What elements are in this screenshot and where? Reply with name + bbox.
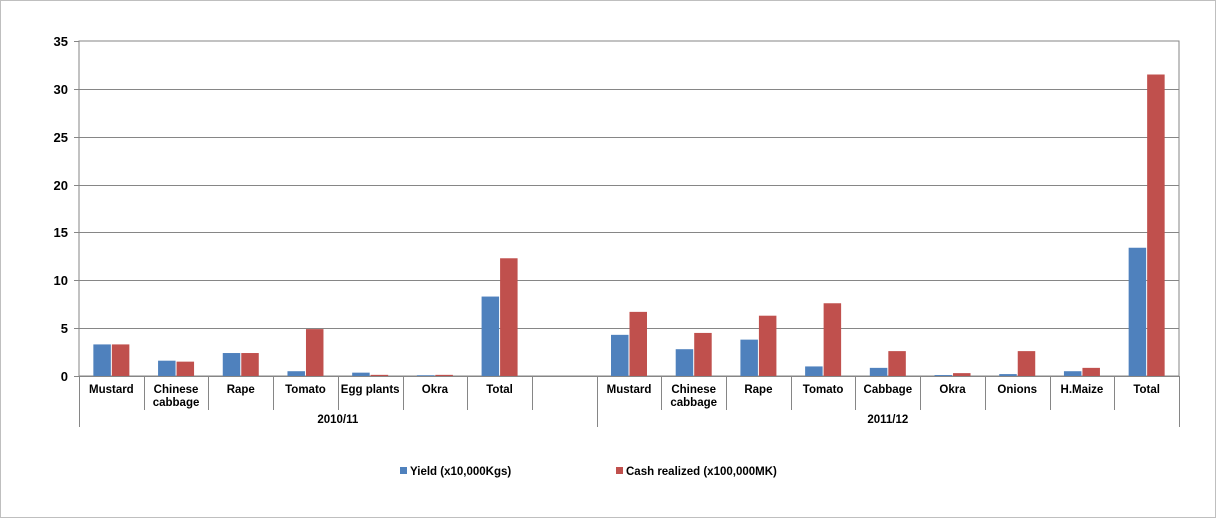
- bar-series-1: [869, 367, 888, 376]
- bar-series-2: [435, 374, 453, 376]
- x-category-label: cabbage: [153, 397, 200, 409]
- x-category-label: Rape: [227, 384, 255, 396]
- bars: [93, 74, 1165, 376]
- y-tick-label: 25: [54, 130, 68, 145]
- legend: Yield (x10,000Kgs) Cash realized (x100,00…: [400, 466, 777, 478]
- x-group-label: 2010/11: [317, 414, 359, 426]
- bar-series-1: [481, 296, 500, 376]
- legend-swatch: [616, 467, 623, 474]
- x-category-label: Tomato: [285, 384, 326, 396]
- y-tick-label: 0: [61, 369, 68, 384]
- x-category-label: cabbage: [670, 397, 717, 409]
- bar-series-1: [805, 366, 823, 376]
- bar-series-1: [740, 339, 758, 376]
- bar-series-1: [1063, 371, 1082, 376]
- x-category-label: Rape: [744, 384, 772, 396]
- bar-series-2: [370, 374, 389, 376]
- x-category-label: Cabbage: [864, 384, 913, 396]
- bar-series-1: [158, 360, 176, 376]
- bar-series-2: [629, 311, 647, 376]
- plot-area: [78, 40, 1180, 377]
- x-group-label: 2011/12: [867, 414, 908, 426]
- y-tick-label: 15: [54, 225, 68, 240]
- y-tick-label: 20: [54, 178, 68, 193]
- bar-series-1: [287, 371, 305, 376]
- bar-series-2: [241, 353, 259, 376]
- x-category-label: Okra: [939, 384, 966, 396]
- bar-series-2: [888, 351, 906, 376]
- y-tick-label: 5: [61, 321, 68, 336]
- bar-series-2: [305, 329, 324, 376]
- bar-series-2: [176, 361, 195, 376]
- bar-series-1: [611, 334, 629, 376]
- bar-series-2: [1147, 74, 1165, 376]
- y-tick-label: 35: [54, 34, 68, 49]
- bar-series-1: [93, 344, 111, 376]
- bar-series-2: [758, 315, 777, 376]
- bar-series-2: [953, 373, 971, 376]
- x-category-label: Total: [1133, 384, 1160, 396]
- bar-series-1: [352, 372, 370, 376]
- bar-series-1: [1128, 247, 1147, 376]
- bar-series-1: [222, 353, 241, 376]
- x-category-label: Mustard: [607, 384, 652, 396]
- bar-series-2: [1017, 351, 1036, 376]
- bar-series-2: [500, 258, 518, 376]
- x-category-label: Tomato: [803, 384, 844, 396]
- bar-series-1: [999, 374, 1017, 376]
- y-tick-label: 10: [54, 273, 68, 288]
- x-category-label: Mustard: [89, 384, 134, 396]
- bar-series-1: [934, 375, 953, 376]
- x-category-label: Okra: [422, 384, 449, 396]
- y-tick-label: 30: [54, 82, 68, 97]
- bar-series-1: [416, 375, 435, 376]
- bar-series-2: [823, 303, 842, 376]
- bar-series-2: [1082, 367, 1100, 376]
- x-category-label: Chinese: [671, 384, 716, 396]
- x-category-label: Onions: [997, 384, 1037, 396]
- legend-label: Cash realized (x100,000MK): [626, 466, 777, 478]
- grid-lines: [78, 40, 1180, 377]
- bar-series-1: [675, 349, 694, 376]
- bar-series-2: [111, 344, 130, 376]
- x-category-label: H.Maize: [1061, 384, 1104, 396]
- x-category-label: Total: [486, 384, 513, 396]
- x-category-label: Chinese: [154, 384, 199, 396]
- x-category-label: Egg plants: [341, 384, 400, 396]
- bar-series-2: [694, 332, 712, 376]
- legend-label: Yield (x10,000Kgs): [410, 466, 511, 478]
- legend-swatch: [400, 467, 407, 474]
